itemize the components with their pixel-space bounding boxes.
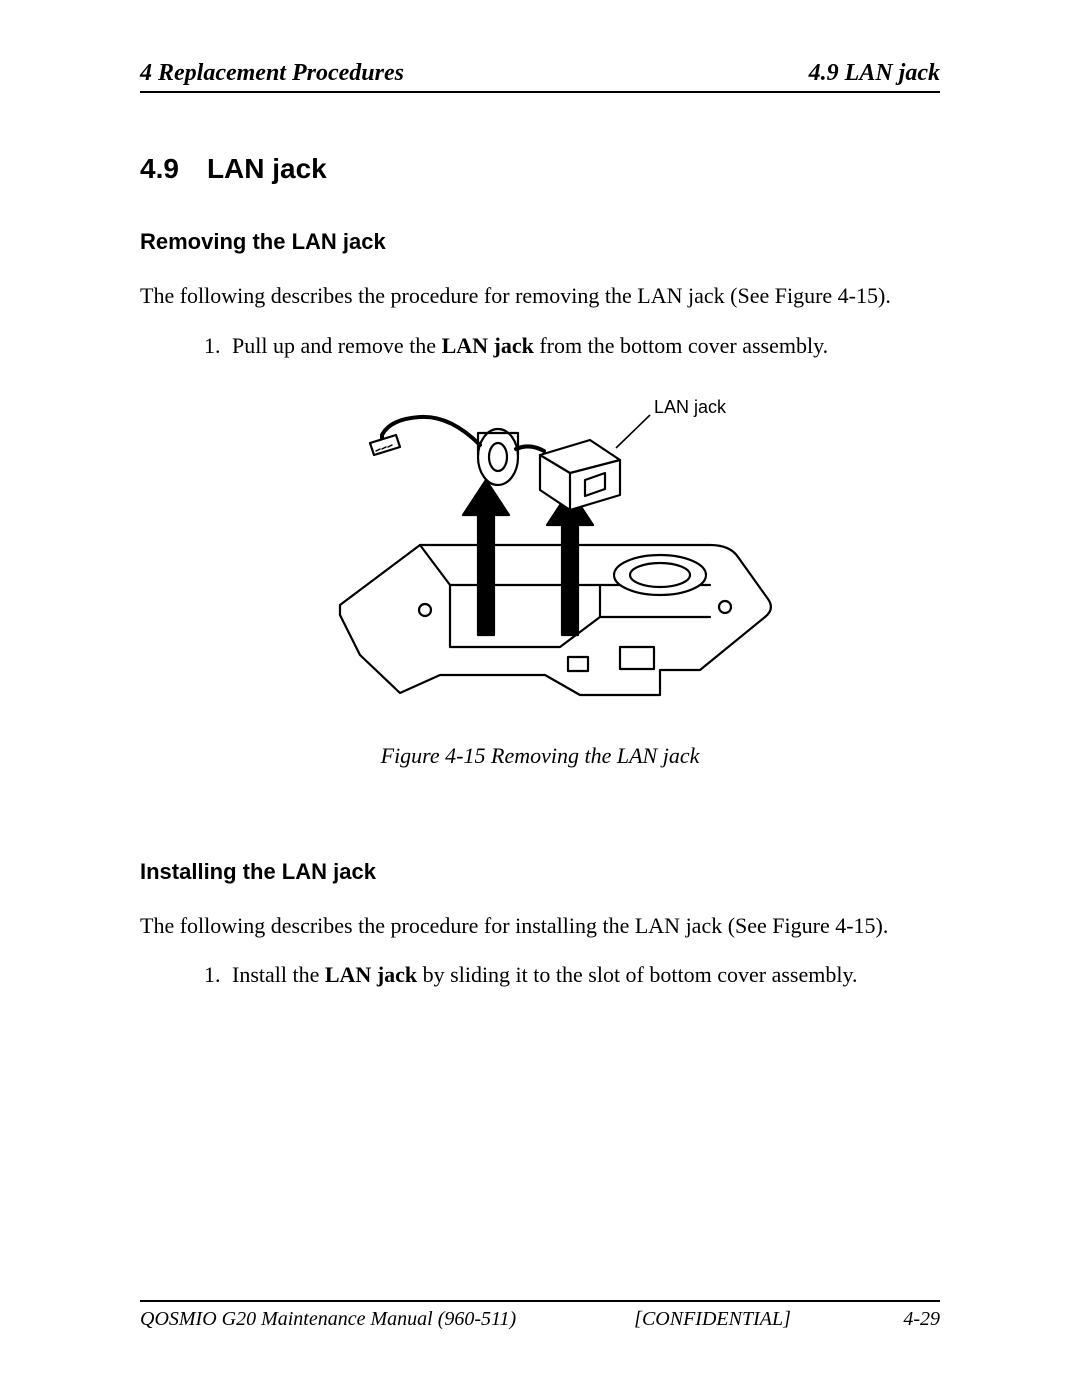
removing-heading: Removing the LAN jack	[140, 229, 940, 255]
footer-center: [CONFIDENTIAL]	[522, 1308, 904, 1331]
lan-jack-removal-illustration: LAN jack	[300, 385, 780, 725]
removing-step-1-bold: LAN jack	[442, 333, 534, 358]
removing-step-1-pre: Pull up and remove the	[232, 333, 442, 358]
installing-steps: Install the LAN jack by sliding it to th…	[140, 962, 940, 988]
footer-right: 4-29	[903, 1308, 940, 1331]
figure-callout-label: LAN jack	[654, 397, 727, 417]
removing-intro: The following describes the procedure fo…	[140, 281, 940, 311]
section-title: 4.9 LAN jack	[140, 153, 940, 185]
installing-intro: The following describes the procedure fo…	[140, 911, 940, 941]
header-left: 4 Replacement Procedures	[140, 60, 404, 87]
figure-4-15: LAN jack Figure 4-15 Removing the LAN ja…	[140, 385, 940, 769]
section-name: LAN jack	[207, 153, 327, 184]
page-footer: QOSMIO G20 Maintenance Manual (960-511) …	[140, 1300, 940, 1331]
removing-steps: Pull up and remove the LAN jack from the…	[140, 333, 940, 359]
header-right: 4.9 LAN jack	[809, 60, 940, 87]
removing-step-1: Pull up and remove the LAN jack from the…	[226, 333, 940, 359]
section-number: 4.9	[140, 153, 179, 184]
footer-left: QOSMIO G20 Maintenance Manual (960-511)	[140, 1308, 522, 1331]
page-header: 4 Replacement Procedures 4.9 LAN jack	[140, 60, 940, 93]
figure-caption: Figure 4-15 Removing the LAN jack	[140, 743, 940, 769]
installing-heading: Installing the LAN jack	[140, 859, 940, 885]
installing-step-1-post: by sliding it to the slot of bottom cove…	[417, 962, 857, 987]
installing-step-1-bold: LAN jack	[325, 962, 417, 987]
installing-step-1-pre: Install the	[232, 962, 325, 987]
installing-step-1: Install the LAN jack by sliding it to th…	[226, 962, 940, 988]
removing-step-1-post: from the bottom cover assembly.	[534, 333, 828, 358]
